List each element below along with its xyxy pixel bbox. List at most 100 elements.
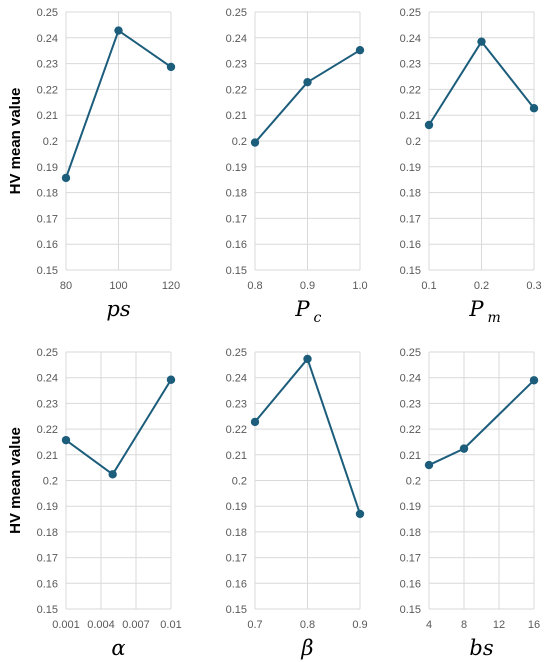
y-tick-label: 0.19 — [400, 501, 421, 513]
data-point — [529, 104, 539, 113]
y-tick-label: 0.23 — [226, 59, 247, 71]
x-axis-label: β — [300, 636, 313, 660]
data-point — [424, 120, 434, 130]
y-tick-label: 0.25 — [400, 7, 421, 19]
y-tick-label: 0.16 — [37, 239, 58, 251]
series-line — [428, 379, 535, 466]
y-tick-label: 0.21 — [37, 110, 58, 122]
x-tick-label: 0.01 — [160, 619, 181, 631]
y-tick-label: 0.23 — [400, 398, 421, 410]
x-tick-label: 0.7 — [247, 619, 262, 631]
x-tick-label: 0.8 — [300, 619, 315, 631]
x-axis-label: P — [468, 297, 484, 321]
data-point — [355, 509, 365, 519]
data-point — [250, 417, 260, 427]
y-tick-label: 0.2 — [43, 476, 58, 488]
data-point — [459, 444, 469, 453]
y-tick-label: 0.15 — [37, 265, 58, 277]
x-axis-label-subscript: m — [488, 310, 501, 326]
data-point — [61, 435, 71, 445]
y-tick-label: 0.24 — [37, 373, 58, 385]
data-point — [166, 375, 176, 384]
y-tick-label: 0.16 — [400, 239, 421, 251]
y-tick-label: 0.19 — [37, 501, 58, 513]
data-point — [477, 37, 486, 46]
y-tick-label: 0.2 — [406, 476, 421, 488]
x-tick-label: 120 — [162, 280, 180, 292]
y-tick-label: 0.19 — [37, 162, 58, 174]
x-tick-label: 0.8 — [247, 280, 262, 292]
chart-panel-6: 0.15 0.16 0.17 0.18 0.19 0.2 0.21 0.22 0.23 0.24 0… — [400, 347, 541, 660]
x-tick-label: 0.001 — [52, 619, 80, 631]
y-tick-label: 0.2 — [232, 476, 247, 488]
x-axis-label: α — [111, 636, 125, 660]
x-tick-label: 0.9 — [352, 619, 367, 631]
y-tick-label: 0.23 — [226, 398, 247, 410]
y-tick-label: 0.21 — [226, 110, 247, 122]
chart-panel-1: 0.15 0.16 0.17 0.18 0.19 0.2 0.21 0.22 0.23 0.24 0… — [7, 7, 180, 321]
y-tick-label: 0.25 — [37, 347, 58, 359]
y-tick-label: 0.21 — [400, 110, 421, 122]
x-tick-label: 0.004 — [87, 619, 115, 631]
y-tick-label: 0.24 — [226, 373, 247, 385]
series-line — [65, 379, 172, 476]
y-tick-label: 0.19 — [400, 162, 421, 174]
chart-panel-4: 0.15 0.16 0.17 0.18 0.19 0.2 0.21 0.22 0.23 0.24 0… — [7, 347, 182, 660]
data-point — [529, 376, 539, 385]
y-tick-label: 0.16 — [400, 578, 421, 590]
data-point — [108, 470, 117, 479]
data-point — [355, 45, 365, 55]
x-axis-label: ps — [106, 297, 130, 321]
y-tick-label: 0.23 — [37, 59, 58, 71]
y-tick-label: 0.15 — [226, 265, 247, 277]
chart-panel-3: 0.15 0.16 0.17 0.18 0.19 0.2 0.21 0.22 0.23 0.24 0… — [400, 7, 542, 326]
y-tick-label: 0.22 — [226, 84, 247, 96]
y-tick-label: 0.17 — [37, 553, 58, 565]
y-tick-label: 0.22 — [37, 424, 58, 436]
data-point — [250, 138, 260, 147]
y-tick-label: 0.16 — [37, 578, 58, 590]
y-tick-label: 0.22 — [400, 84, 421, 96]
x-axis-label: P — [294, 297, 310, 321]
y-tick-label: 0.22 — [226, 424, 247, 436]
y-tick-label: 0.25 — [37, 7, 58, 19]
y-tick-label: 0.22 — [400, 424, 421, 436]
x-tick-label: 1.0 — [352, 280, 367, 292]
data-point — [114, 26, 123, 35]
y-tick-label: 0.24 — [400, 373, 421, 385]
y-tick-label: 0.15 — [400, 265, 421, 277]
y-tick-label: 0.2 — [232, 136, 247, 148]
y-tick-label: 0.18 — [37, 188, 58, 200]
y-tick-label: 0.23 — [37, 398, 58, 410]
y-tick-label: 0.23 — [400, 59, 421, 71]
x-tick-label: 0.3 — [526, 280, 541, 292]
y-tick-label: 0.21 — [400, 450, 421, 462]
y-tick-label: 0.2 — [43, 136, 58, 148]
y-tick-label: 0.21 — [226, 450, 247, 462]
x-tick-label: 8 — [461, 619, 467, 631]
y-tick-label: 0.2 — [406, 136, 421, 148]
x-tick-label: 0.9 — [300, 280, 315, 292]
y-tick-label: 0.24 — [226, 33, 247, 45]
x-tick-label: 0.1 — [421, 280, 436, 292]
y-tick-label: 0.22 — [37, 84, 58, 96]
y-tick-label: 0.17 — [400, 213, 421, 225]
y-tick-label: 0.18 — [400, 527, 421, 539]
chart-panel-2: 0.15 0.16 0.17 0.18 0.19 0.2 0.21 0.22 0.23 0.24 0… — [226, 7, 368, 326]
x-axis-label: bs — [469, 636, 493, 660]
x-tick-label: 0.2 — [474, 280, 489, 292]
y-axis-label: HV mean value — [7, 88, 24, 195]
y-tick-label: 0.18 — [226, 527, 247, 539]
y-tick-label: 0.18 — [37, 527, 58, 539]
y-tick-label: 0.15 — [226, 604, 247, 616]
data-point — [303, 354, 312, 364]
y-tick-label: 0.24 — [400, 33, 421, 45]
data-point — [166, 62, 176, 72]
y-tick-label: 0.18 — [400, 188, 421, 200]
x-axis-label-subscript: c — [314, 310, 322, 326]
chart-panel-5: 0.15 0.16 0.17 0.18 0.19 0.2 0.21 0.22 0.23 0.24 0… — [226, 347, 368, 660]
y-tick-label: 0.25 — [226, 7, 247, 19]
y-tick-label: 0.17 — [400, 553, 421, 565]
y-tick-label: 0.15 — [37, 604, 58, 616]
